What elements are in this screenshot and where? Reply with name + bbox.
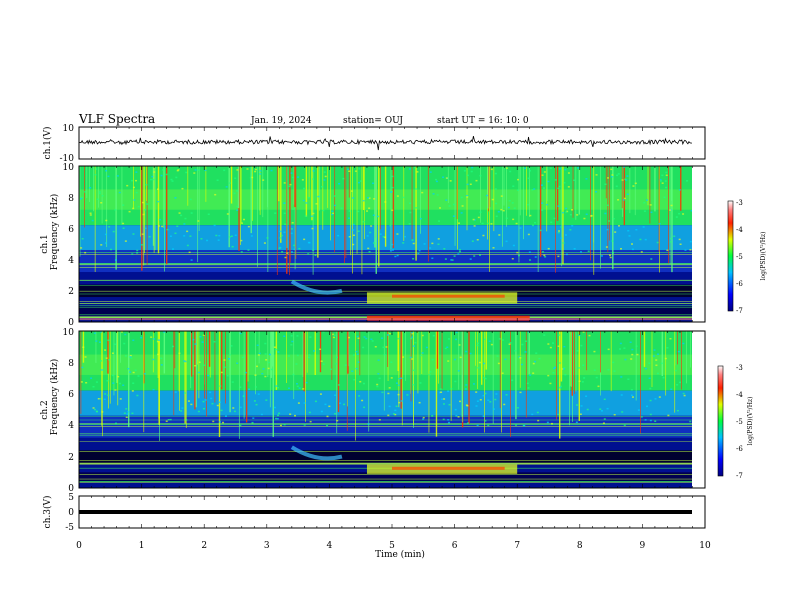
- x-tick-label: 2: [201, 541, 207, 551]
- ch2-freq-tick-10: 10: [63, 328, 75, 338]
- x-tick-label: 7: [514, 541, 520, 551]
- ch2-freq-tick-0: 0: [68, 484, 74, 494]
- ch1-freq-ylabel: Frequency (kHz): [49, 194, 60, 271]
- ch1-ytick-bottom: -10: [60, 154, 75, 164]
- cb2-tick-m3: -3: [736, 364, 743, 372]
- ch1-spectrogram-panel: 0 2 4 6 8 10 ch.1 Frequency (kHz): [40, 163, 706, 328]
- cb1-tick-m7: -7: [736, 307, 743, 315]
- ch3-ytick-bottom: -5: [65, 523, 74, 533]
- x-axis-label: Time (min): [375, 549, 425, 560]
- x-tick-label: 5: [389, 541, 395, 551]
- x-tick-label: 6: [452, 541, 458, 551]
- ch2-channel-label: ch.2: [40, 400, 50, 419]
- ch1-freq-tick-6: 6: [68, 225, 74, 235]
- ch1-colorbar: -3 -4 -5 -6 -7 log(PSD)(V²/Hz): [727, 199, 767, 315]
- cb1-tick-m4: -4: [736, 226, 743, 234]
- date-label: Jan. 19, 2024: [250, 116, 312, 126]
- cb2-label: log(PSD)(V²/Hz): [747, 397, 754, 446]
- station-label: station= OUJ: [343, 116, 403, 126]
- ch1-ytick-top: 10: [63, 124, 75, 134]
- ch1-freq-tick-4: 4: [68, 256, 74, 266]
- ch1-freq-tick-2: 2: [68, 287, 74, 297]
- ch2-freq-tick-2: 2: [68, 453, 74, 463]
- cb2-tick-m4: -4: [736, 391, 743, 399]
- ch1-freq-tick-8: 8: [68, 194, 74, 204]
- cb1-tick-m5: -5: [736, 253, 743, 261]
- ch1-ylabel: ch.1(V): [42, 127, 53, 160]
- ch1-freq-tick-0: 0: [68, 318, 74, 328]
- ch3-waveform-panel: 5 0 -5 ch.3(V) 0 1 2 3 4 5 6 7 8 9 10 Time (min): [42, 493, 711, 560]
- x-tick-label: 1: [139, 541, 145, 551]
- ch3-ytick-top: 5: [68, 493, 74, 503]
- x-tick-label: 4: [327, 541, 333, 551]
- cb1-tick-m6: -6: [736, 280, 743, 288]
- start-time-label: start UT = 16: 10: 0: [437, 116, 529, 126]
- ch3-ylabel: ch.3(V): [42, 496, 53, 529]
- figure-title: VLF Spectra: [78, 112, 155, 126]
- ch2-freq-tick-6: 6: [68, 390, 74, 400]
- cb2-tick-m7: -7: [736, 472, 743, 480]
- ch1-waveform-panel: 10 -10 ch.1(V): [42, 124, 706, 164]
- cb1-label: log(PSD)(V²/Hz): [760, 232, 767, 281]
- ch2-freq-tick-4: 4: [68, 421, 74, 431]
- x-tick-label: 0: [76, 541, 82, 551]
- ch1-channel-label: ch.1: [40, 234, 50, 253]
- x-tick-label: 8: [577, 541, 583, 551]
- ch2-spectrogram-panel: 0 2 4 6 8 10 ch.2 Frequency (kHz): [40, 328, 706, 494]
- ch2-freq-tick-8: 8: [68, 359, 74, 369]
- ch3-ytick-mid: 0: [68, 508, 74, 518]
- ch2-colorbar: -3 -4 -5 -6 -7 log(PSD)(V²/Hz): [717, 364, 754, 480]
- x-tick-label: 9: [640, 541, 646, 551]
- ch2-freq-ylabel: Frequency (kHz): [49, 359, 60, 436]
- ch2-spectrogram-image: [79, 331, 705, 488]
- cb1-tick-m3: -3: [736, 199, 743, 207]
- cb2-tick-m5: -5: [736, 418, 743, 426]
- ch1-freq-tick-10: 10: [63, 163, 75, 173]
- ch1-spectrogram-image: [79, 166, 705, 322]
- x-tick-label: 3: [264, 541, 270, 551]
- x-tick-label: 10: [699, 541, 711, 551]
- cb2-tick-m6: -6: [736, 445, 743, 453]
- ch1-waveform-line: [78, 136, 693, 151]
